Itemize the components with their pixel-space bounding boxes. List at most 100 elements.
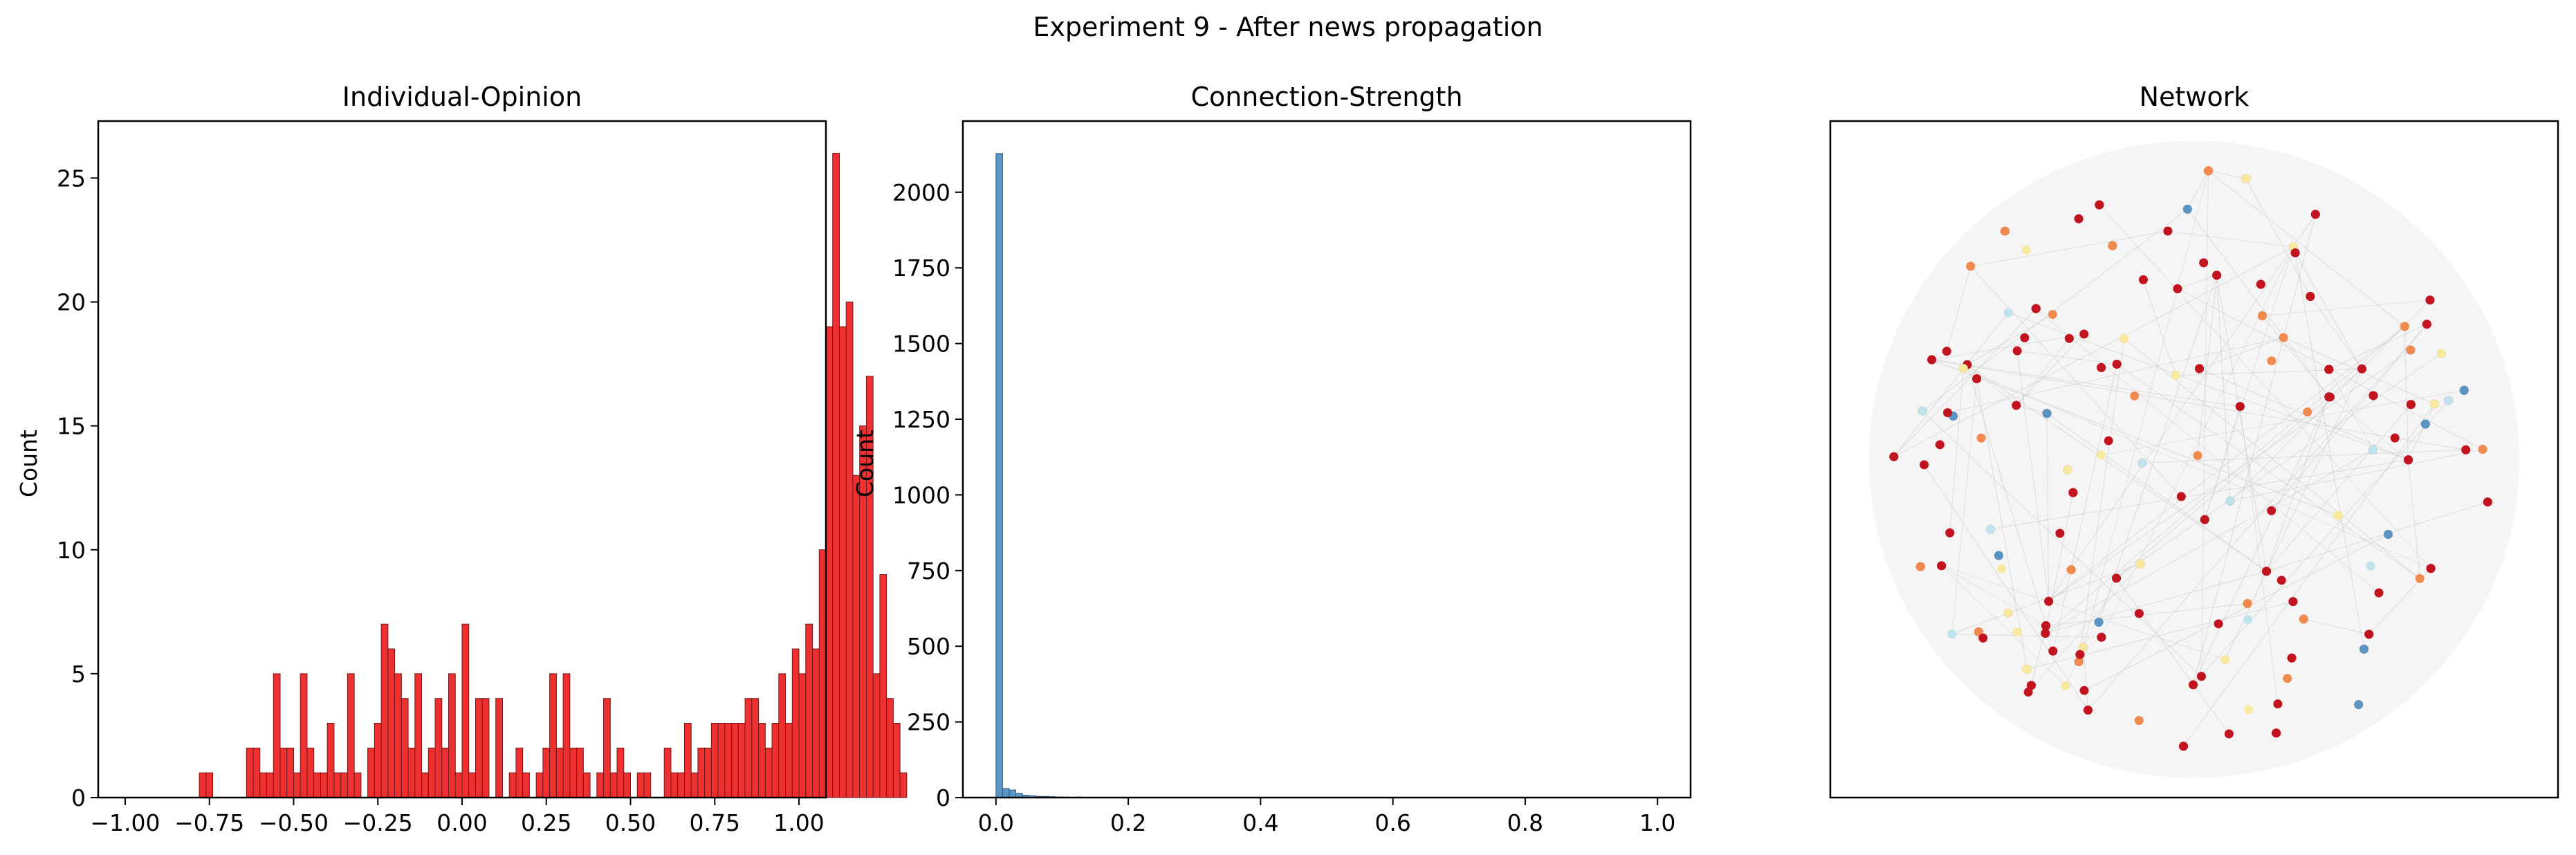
opinion-histogram-bar <box>569 747 578 798</box>
network-edge <box>1967 364 2267 572</box>
opinion-histogram-bar <box>367 747 375 798</box>
strength-histogram: Connection-Strength Count 0.0 0.2 0.4 0.6 0.… <box>852 82 1692 836</box>
network-edge <box>2065 578 2117 686</box>
network-edge <box>2079 338 2125 655</box>
network-edge <box>2404 326 2409 460</box>
network-edge <box>2083 170 2209 647</box>
network-edge <box>2048 349 2411 602</box>
network-edge <box>2142 449 2466 463</box>
network-edge <box>2116 353 2442 579</box>
network-node <box>2182 204 2192 214</box>
network-plot-title: Network <box>2140 82 2250 112</box>
network-edge <box>2083 170 2209 647</box>
network-edge <box>2271 324 2427 511</box>
network-edge <box>1922 208 2188 412</box>
network-edge <box>2199 337 2284 369</box>
network-edge <box>1967 314 2053 365</box>
network-edge <box>2048 214 2316 602</box>
network-edge <box>1967 314 2053 365</box>
network-edge <box>2046 413 2050 602</box>
network-edge <box>2266 404 2411 572</box>
strength-histogram-ytick-label: 1000 <box>892 481 950 508</box>
network-edge <box>2016 405 2048 414</box>
network-edge <box>2216 275 2267 571</box>
network-node <box>2075 650 2085 659</box>
network-edge <box>2142 449 2466 463</box>
network-node <box>2279 333 2288 342</box>
network-edge <box>1951 378 1978 634</box>
network-edge <box>1970 266 2182 497</box>
network-node <box>2267 356 2276 366</box>
network-edge <box>2045 326 2405 634</box>
network-edge <box>2266 396 2330 572</box>
network-edge <box>1922 410 2202 677</box>
network-edge <box>1947 337 2284 414</box>
opinion-histogram-ytick-label: 20 <box>57 289 86 316</box>
network-node <box>2135 559 2145 569</box>
opinion-histogram-xtick-label: −0.50 <box>259 809 329 836</box>
network-edge <box>2230 449 2483 502</box>
network-edge <box>2193 214 2316 686</box>
network-edge <box>2208 170 2405 327</box>
network-edge <box>2193 400 2449 686</box>
network-edge <box>2027 563 2141 692</box>
network-edge <box>1931 359 2466 450</box>
strength-histogram-ylabel: Count <box>852 430 878 497</box>
network-node <box>2368 445 2378 454</box>
network-edge <box>1893 308 2036 457</box>
opinion-histogram-bar <box>353 772 362 798</box>
network-edge <box>2208 170 2246 179</box>
network-node <box>2224 729 2234 739</box>
opinion-histogram-bar <box>710 723 719 798</box>
network-edge <box>2098 275 2218 623</box>
opinion-histogram-bar <box>279 747 288 798</box>
network-edge <box>2193 400 2449 686</box>
network-edge <box>2208 170 2246 179</box>
network-edge <box>2008 312 2409 461</box>
network-edge <box>2143 279 2176 376</box>
network-edge <box>2142 449 2466 463</box>
network-edge <box>1970 266 2182 497</box>
opinion-histogram-ytick-label: 10 <box>57 537 86 564</box>
network-edge <box>2225 369 2362 660</box>
opinion-histogram-bar <box>778 673 786 798</box>
network-edge <box>1893 312 2009 457</box>
network-edge <box>2027 601 2294 670</box>
opinion-histogram-bar <box>205 772 214 798</box>
network-node <box>1917 406 1927 416</box>
network-edge <box>2116 368 2362 579</box>
network-edge <box>2046 413 2267 572</box>
network-edge <box>2262 300 2430 317</box>
network-edge <box>2177 275 2217 289</box>
network-edge <box>2187 209 2330 398</box>
network-edge <box>1931 359 2466 450</box>
network-edge <box>2328 324 2427 370</box>
network-edge <box>1931 359 2241 407</box>
opinion-histogram-xtick-label: 0.50 <box>605 809 656 836</box>
network-edge <box>2239 406 2279 704</box>
opinion-histogram-bar <box>481 698 490 798</box>
network-node <box>2425 295 2435 305</box>
network-node <box>2324 365 2334 374</box>
network-edge <box>2262 315 2330 398</box>
network-edge <box>2016 333 2085 406</box>
network-edge <box>2045 603 2248 627</box>
network-edge <box>1924 464 2088 710</box>
network-node <box>2288 597 2298 607</box>
opinion-histogram-bar <box>340 772 348 798</box>
network-edge <box>2193 396 2330 686</box>
opinion-histogram-bar <box>380 623 389 798</box>
opinion-histogram-bar <box>737 723 746 798</box>
network-edge <box>2048 326 2405 602</box>
opinion-histogram: Individual-Opinion Count −1.00 −0.75 −0.50… <box>15 82 908 836</box>
network-edge <box>2016 333 2085 406</box>
network-node <box>2048 646 2058 656</box>
opinion-histogram-bar <box>865 376 874 798</box>
network-edge <box>1893 246 2294 457</box>
network-edge <box>2216 275 2267 571</box>
network-node <box>2384 530 2393 540</box>
network-edge <box>2408 459 2420 579</box>
network-edge <box>2098 275 2218 623</box>
network-edge <box>1946 266 1971 351</box>
network-edge <box>2016 338 2070 406</box>
